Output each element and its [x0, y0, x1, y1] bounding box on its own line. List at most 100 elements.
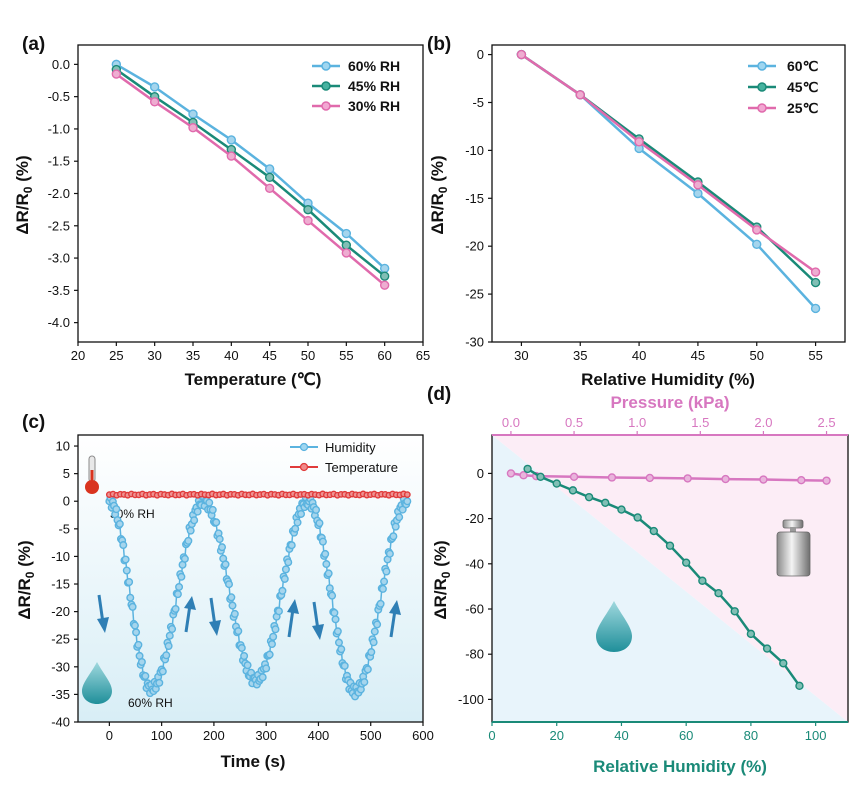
- y-tick-label: -35: [51, 687, 70, 702]
- y-tick-label: -100: [458, 692, 484, 707]
- y-tick-label: 0.0: [52, 57, 70, 72]
- x-tick-label: 30: [147, 348, 161, 363]
- weight-icon: [776, 519, 811, 577]
- legend-marker-60rh: [321, 61, 331, 71]
- panel-a-legend: 60% RH 45% RH 30% RH: [312, 58, 400, 114]
- series-humidity-d-point: [536, 472, 545, 482]
- y-tick-label: -0.5: [48, 89, 70, 104]
- panel-c-plot: 0 100 200 300 400 500 600 10 5 0 -5 -10 -15 -20 -25 -30…: [51, 439, 434, 743]
- series-humidity-point: [193, 507, 202, 516]
- series-humidity-point: [234, 627, 243, 636]
- series-pressure-point: [683, 474, 692, 483]
- series-humidity-d-point: [795, 681, 804, 691]
- series-humidity-point: [121, 555, 130, 564]
- x-tick-label: 0: [488, 728, 495, 743]
- series-b-1-line: [520, 53, 817, 284]
- series-humidity-point: [228, 601, 237, 610]
- legend-marker-temperature: [299, 462, 309, 472]
- series-pressure-point: [797, 475, 806, 485]
- series-a-0-line: [115, 63, 386, 270]
- series-humidity-d-point: [601, 498, 610, 507]
- series-pressure-point: [721, 474, 730, 484]
- y-tick-label: -20: [465, 511, 484, 526]
- x-tick-label: 65: [416, 348, 430, 363]
- series-humidity-point: [162, 651, 171, 660]
- series-humidity-point: [367, 648, 376, 657]
- series-b-0-point: [810, 303, 821, 314]
- series-humidity-d-point: [617, 505, 626, 514]
- annotation-60rh: 60% RH: [128, 696, 173, 710]
- trend-arrows: [97, 594, 401, 640]
- series-humidity-point: [274, 607, 283, 616]
- series-pressure-point: [519, 471, 528, 480]
- series-pressure-point: [645, 473, 655, 483]
- x-tick-label: 400: [308, 728, 330, 743]
- series-humidity-point: [385, 549, 394, 558]
- series-a-0-point: [341, 228, 352, 239]
- y-tick-label: -10: [465, 143, 484, 158]
- series-b-2-point: [810, 267, 821, 277]
- y-tick-label: -80: [465, 647, 484, 662]
- series-humidity-point: [340, 661, 349, 670]
- panel-d-xlabel: Relative Humidity (%): [593, 757, 767, 776]
- series-humidity-point: [331, 615, 340, 624]
- legend-marker-45rh: [321, 81, 331, 91]
- series-a-0-point: [226, 135, 237, 145]
- legend-label-humidity: Humidity: [325, 440, 376, 455]
- series-humidity-point: [184, 536, 193, 545]
- x2-tick-label: 2.0: [754, 415, 772, 430]
- x2-tick-label: 0.5: [565, 415, 583, 430]
- panel-a: (a) Temperature (℃) ΔR/R0 (%) 60% RH 45%…: [13, 34, 424, 389]
- series-humidity-d-point: [681, 558, 691, 567]
- series-a-1-point: [379, 271, 390, 281]
- series-humidity-point: [218, 543, 227, 552]
- series-b-2-point: [634, 137, 644, 147]
- y-tick-label: 0: [477, 466, 484, 481]
- legend-label-45c: 45℃: [787, 79, 819, 95]
- series-humidity-point: [175, 582, 184, 591]
- series-a-0-point: [149, 82, 160, 92]
- panel-c-label: (c): [22, 412, 45, 433]
- y-tick-label: -15: [51, 577, 70, 592]
- legend-marker-25c: [757, 103, 767, 113]
- series-humidity-d-point: [523, 464, 532, 474]
- series-a-2-point: [341, 248, 352, 258]
- series-humidity-d-point: [746, 629, 756, 639]
- legend-label-25c: 25℃: [787, 100, 819, 116]
- series-humidity-point: [134, 640, 143, 649]
- y-tick-label: -1.5: [48, 154, 70, 169]
- series-humidity-point: [328, 591, 337, 600]
- series-b-2-point: [752, 225, 762, 235]
- series-humidity-d-point: [665, 541, 675, 550]
- series-b-2-point: [575, 90, 585, 100]
- annotation-30rh: 30% RH: [110, 507, 155, 521]
- series-humidity-point: [128, 602, 137, 611]
- series-humidity-point: [122, 566, 131, 575]
- y-tick-label: -40: [51, 715, 70, 730]
- series-a-2-line: [115, 73, 386, 287]
- series-a-1-point: [303, 204, 313, 215]
- series-a-2-point: [188, 122, 198, 133]
- series-humidity-d-point: [762, 644, 772, 653]
- x-tick-label: 55: [339, 348, 353, 363]
- series-humidity-d-point: [649, 526, 659, 536]
- series-humidity-point: [126, 593, 135, 602]
- series-humidity-point: [227, 593, 236, 602]
- series-a-0-point: [379, 263, 390, 274]
- y-tick-label: -15: [465, 191, 484, 206]
- y-tick-label: -5: [472, 95, 484, 110]
- legend-marker-60c: [757, 61, 767, 71]
- x2-tick-label: 0.0: [502, 415, 520, 430]
- arrow-down-2: [209, 597, 221, 636]
- series-a-1-point: [341, 240, 352, 250]
- legend-label-temperature: Temperature: [325, 460, 398, 475]
- series-pressure-point: [607, 473, 617, 482]
- series-humidity-point: [243, 661, 252, 670]
- panel-c-ylabel: ΔR/R0 (%): [15, 540, 37, 619]
- panel-c-frame: [77, 434, 424, 723]
- legend-label-60rh: 60% RH: [348, 58, 400, 74]
- panel-c-legend: Humidity Temperature: [290, 440, 398, 475]
- series-humidity-point: [155, 678, 164, 687]
- series-temperature-point: [403, 491, 411, 499]
